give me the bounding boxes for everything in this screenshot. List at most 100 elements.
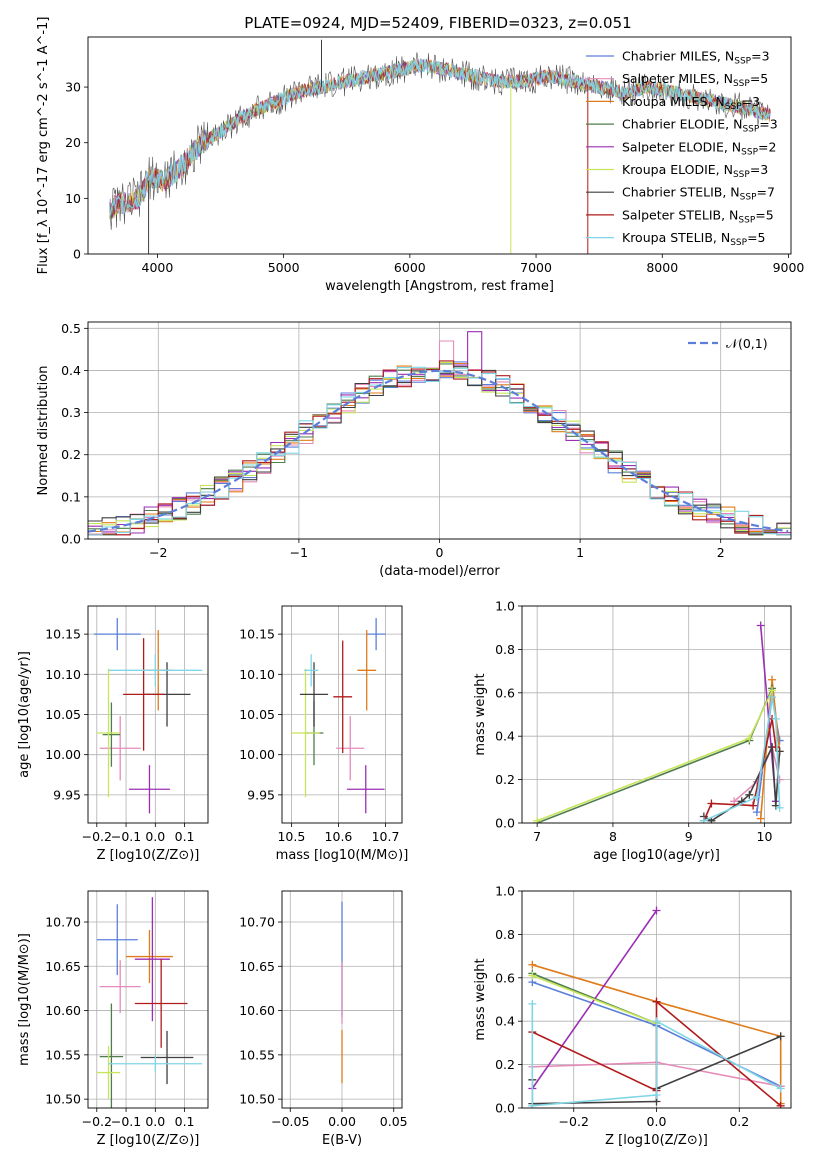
plot-area [108,39,771,254]
errorbar-point [99,716,141,781]
errorbar-point [126,929,173,984]
normal-curve [88,369,789,533]
errorbar-point [96,1046,121,1100]
x-axis-label: age [log10(age/yr)] [593,848,720,863]
weight-marker [745,790,754,799]
y-tick-label: 10.15 [45,627,81,642]
legend-count: =5 [755,207,773,222]
legend-entry: Salpeter MILES, NSSP=5 [622,71,768,89]
y-tick-label: 10.00 [239,747,275,762]
weight-line [532,964,782,1104]
x-tick-label: 2 [717,545,725,560]
weight-marker [707,799,716,808]
legend-label: Chabrier ELODIE, N [622,117,742,132]
y-tick-label: 0.0 [61,532,81,547]
legend-sub: SSP [738,215,755,225]
legend-label: Salpeter ELODIE, N [622,139,741,154]
y-tick-label: 10.05 [239,707,275,722]
legend-sub: SSP [730,238,747,248]
legend-entry: 𝒩(0,1) [726,336,768,351]
y-tick-label: 0.0 [495,1101,515,1116]
legend-entry: Kroupa ELODIE, NSSP=3 [622,162,768,180]
y-tick-label: 0.2 [495,1057,515,1072]
y-axis-label: mass weight [473,673,488,755]
errorbar-point [140,1030,194,1085]
y-tick-label: 0.8 [495,927,515,942]
errorbar-point [99,1003,124,1108]
y-tick-label: 10.60 [239,1003,275,1018]
y-tick-label: 0.4 [495,729,515,744]
x-tick-label: −0.2 [82,829,112,844]
y-tick-label: 0.0 [495,816,515,831]
y-tick-label: 10.15 [239,627,275,642]
x-tick-label: 6000 [394,260,426,275]
legend-entry: Kroupa MILES, NSSP=3 [622,94,760,112]
weight-marker [652,1090,661,1099]
errorbar-point [134,959,188,1048]
errorbar-point [357,630,377,711]
x-tick-label: 0.0 [145,829,165,844]
errorbar-point [102,702,121,767]
x-tick-label: 0.0 [647,1114,667,1129]
panel-weight-vs-age: 7 8 9 10 0.0 0.2 0.4 0.6 0.8 1.0 age [log10(age/yr… [473,599,792,863]
weight-marker [652,997,661,1006]
legend-entry: Chabrier STELIB, NSSP=7 [622,185,775,203]
weight-marker [752,808,761,817]
errorbar-point [291,668,320,798]
y-tick-label: 0.5 [61,321,81,336]
y-tick-label: 10.65 [45,959,81,974]
legend-count: =3 [751,49,769,64]
legend-label: Kroupa MILES, N [622,94,725,109]
weight-marker [776,1084,785,1093]
y-tick-label: 1.0 [495,884,515,899]
x-tick-label: 0.0 [145,1114,165,1129]
x-tick-label: 10.7 [372,829,400,844]
y-tick-label: 0.4 [61,363,81,378]
y-tick-label: 30 [65,80,81,95]
x-tick-label: −1 [290,545,308,560]
weight-line [703,743,781,822]
spectrum-line-8 [109,57,771,219]
y-tick-label: 0.6 [495,685,515,700]
panel-mass-vs-Z: −0.2−0.1 0.0 0.1 10.50 10.55 10.60 10.65 10.70 Z… [17,890,209,1148]
x-tick-label: −0.1 [111,1114,141,1129]
weight-marker [768,675,777,684]
x-tick-label: 0.00 [328,1114,356,1129]
weight-marker [771,743,780,752]
x-tick-label: 0.2 [729,1114,749,1129]
legend-label: Salpeter STELIB, N [622,207,738,222]
y-tick-label: 10.50 [45,1092,81,1107]
x-axis-label: Z [log10(Z/Z⊙)] [605,1133,708,1148]
weight-line [536,688,773,823]
weight-marker [699,816,708,823]
weight-marker [771,714,780,723]
weight-marker [528,999,537,1008]
x-axis-label: mass [log10(M/M⊙)] [276,848,409,863]
y-tick-label: 10.60 [45,1003,81,1018]
weight-marker [533,816,542,823]
y-tick-label: 10.05 [45,707,81,722]
x-tick-label: −0.2 [82,1114,112,1129]
legend-entry: Salpeter ELODIE, NSSP=2 [622,139,776,157]
legend-entry: Salpeter STELIB, NSSP=5 [622,207,774,225]
errorbar-point [366,618,386,651]
y-tick-label: 0.1 [61,489,81,504]
weight-marker [776,1101,785,1108]
plot-area [96,897,203,1108]
x-tick-label: 0.1 [175,1114,195,1129]
errorbar-point [304,654,319,687]
weight-marker [652,906,661,915]
panel-age-vs-mass: 10.5 10.6 10.7 9.95 10.00 10.05 10.10 10.15 mass… [239,605,409,863]
legend-count: =7 [757,185,775,200]
x-tick-label: 9000 [773,260,805,275]
y-axis-label: mass [log10(M/M⊙)] [17,933,32,1066]
y-tick-label: 0.8 [495,642,515,657]
weight-marker [776,1032,785,1041]
legend-label: Salpeter MILES, N [622,71,733,86]
legend-entry: Chabrier ELODIE, NSSP=3 [622,117,778,135]
errorbar-point [299,662,329,727]
weight-marker [768,693,777,702]
legend-label: Kroupa ELODIE, N [622,162,733,177]
legend-sub: SSP [742,125,759,135]
